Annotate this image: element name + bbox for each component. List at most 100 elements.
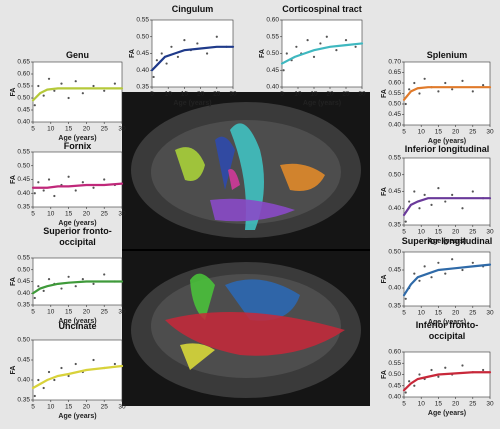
x-tick-label: 20 xyxy=(452,310,460,317)
data-point xyxy=(60,287,63,290)
data-point xyxy=(430,203,433,206)
data-point xyxy=(92,282,95,285)
data-point xyxy=(471,90,474,93)
chart-title: Cingulum xyxy=(171,4,214,14)
y-tick-label: 0.50 xyxy=(388,249,401,256)
y-tick-label: 0.50 xyxy=(388,171,401,178)
x-axis-label: Age (years) xyxy=(303,100,341,107)
data-point xyxy=(423,77,426,80)
data-point xyxy=(152,75,155,79)
data-point xyxy=(113,82,116,85)
data-point xyxy=(103,178,106,181)
data-point xyxy=(482,368,485,372)
y-tick-label: 0.70 xyxy=(388,59,401,66)
x-tick-label: 20 xyxy=(83,211,91,218)
x-tick-label: 10 xyxy=(47,211,55,218)
x-tick-label: 5 xyxy=(31,211,35,218)
y-axis-label: FA xyxy=(10,277,17,286)
data-point xyxy=(215,35,218,38)
y-axis-label: FA xyxy=(259,49,266,58)
y-tick-label: 0.45 xyxy=(388,267,401,274)
data-point xyxy=(413,81,416,85)
data-point xyxy=(335,49,338,52)
y-tick-label: 0.40 xyxy=(136,67,149,74)
data-point xyxy=(42,94,45,97)
x-axis-label: Age (years) xyxy=(428,138,466,145)
x-tick-label: 30 xyxy=(118,404,126,411)
fit-curve xyxy=(280,42,364,65)
y-tick-label: 0.45 xyxy=(17,176,30,183)
y-axis-label: FA xyxy=(381,187,388,196)
data-point xyxy=(155,59,158,62)
y-tick-label: 0.40 xyxy=(17,290,30,297)
data-point xyxy=(47,278,51,281)
x-tick-label: 20 xyxy=(83,126,91,133)
data-point xyxy=(53,378,56,382)
data-point xyxy=(306,39,309,42)
data-point xyxy=(461,79,464,82)
chart-title: Splenium xyxy=(426,50,468,60)
x-tick-label: 15 xyxy=(181,91,189,98)
y-tick-label: 0.40 xyxy=(388,394,401,401)
y-tick-label: 0.55 xyxy=(17,255,30,262)
plot-area xyxy=(403,157,491,226)
data-point xyxy=(418,373,421,376)
x-tick-label: 5 xyxy=(402,229,406,236)
x-axis-label: Age (years) xyxy=(58,318,96,325)
y-tick-label: 0.40 xyxy=(17,119,30,126)
data-point xyxy=(430,368,433,372)
chart-title: Superior longitudinal xyxy=(401,236,493,246)
data-point xyxy=(451,88,454,91)
x-axis-label: Age (years) xyxy=(173,100,211,107)
data-point xyxy=(423,193,426,196)
x-tick-label: 10 xyxy=(418,229,426,236)
x-tick-label: 20 xyxy=(83,309,91,316)
y-tick-label: 0.55 xyxy=(388,360,401,367)
y-tick-label: 0.55 xyxy=(17,149,30,156)
data-point xyxy=(74,80,77,83)
y-tick-label: 0.45 xyxy=(266,67,279,74)
data-point xyxy=(413,190,416,193)
data-point xyxy=(418,279,421,282)
x-tick-label: 30 xyxy=(486,310,494,317)
data-point xyxy=(461,364,464,367)
data-point xyxy=(325,35,328,38)
data-point xyxy=(74,362,77,366)
data-point xyxy=(47,370,51,374)
y-tick-label: 0.60 xyxy=(17,71,30,78)
data-point xyxy=(67,374,70,378)
x-tick-label: 30 xyxy=(118,211,126,218)
x-tick-label: 15 xyxy=(65,404,73,411)
plot-area xyxy=(281,19,363,88)
data-point xyxy=(42,289,45,292)
data-point xyxy=(53,89,56,92)
data-point xyxy=(404,297,407,300)
data-point xyxy=(430,276,433,279)
data-point xyxy=(312,55,316,58)
data-point xyxy=(444,366,447,369)
x-tick-label: 5 xyxy=(280,91,284,98)
y-axis-label: FA xyxy=(10,366,17,375)
y-tick-label: 0.60 xyxy=(388,349,401,356)
y-tick-label: 0.35 xyxy=(136,84,149,91)
y-tick-label: 0.50 xyxy=(17,162,30,169)
x-tick-label: 25 xyxy=(213,91,221,98)
data-point xyxy=(33,394,36,398)
y-tick-label: 0.35 xyxy=(17,302,30,309)
y-tick-label: 0.40 xyxy=(388,205,401,212)
data-point xyxy=(37,378,40,382)
data-point xyxy=(42,386,45,390)
data-point xyxy=(33,104,36,107)
chart-title: Fornix xyxy=(63,141,92,151)
data-point xyxy=(92,84,95,88)
data-point xyxy=(282,69,285,72)
data-point xyxy=(444,200,447,203)
x-tick-label: 25 xyxy=(342,91,350,98)
data-point xyxy=(165,62,168,65)
data-point xyxy=(33,192,36,195)
data-point xyxy=(482,84,485,87)
data-point xyxy=(444,272,447,275)
data-point xyxy=(408,88,411,91)
y-tick-label: 0.40 xyxy=(17,377,30,384)
